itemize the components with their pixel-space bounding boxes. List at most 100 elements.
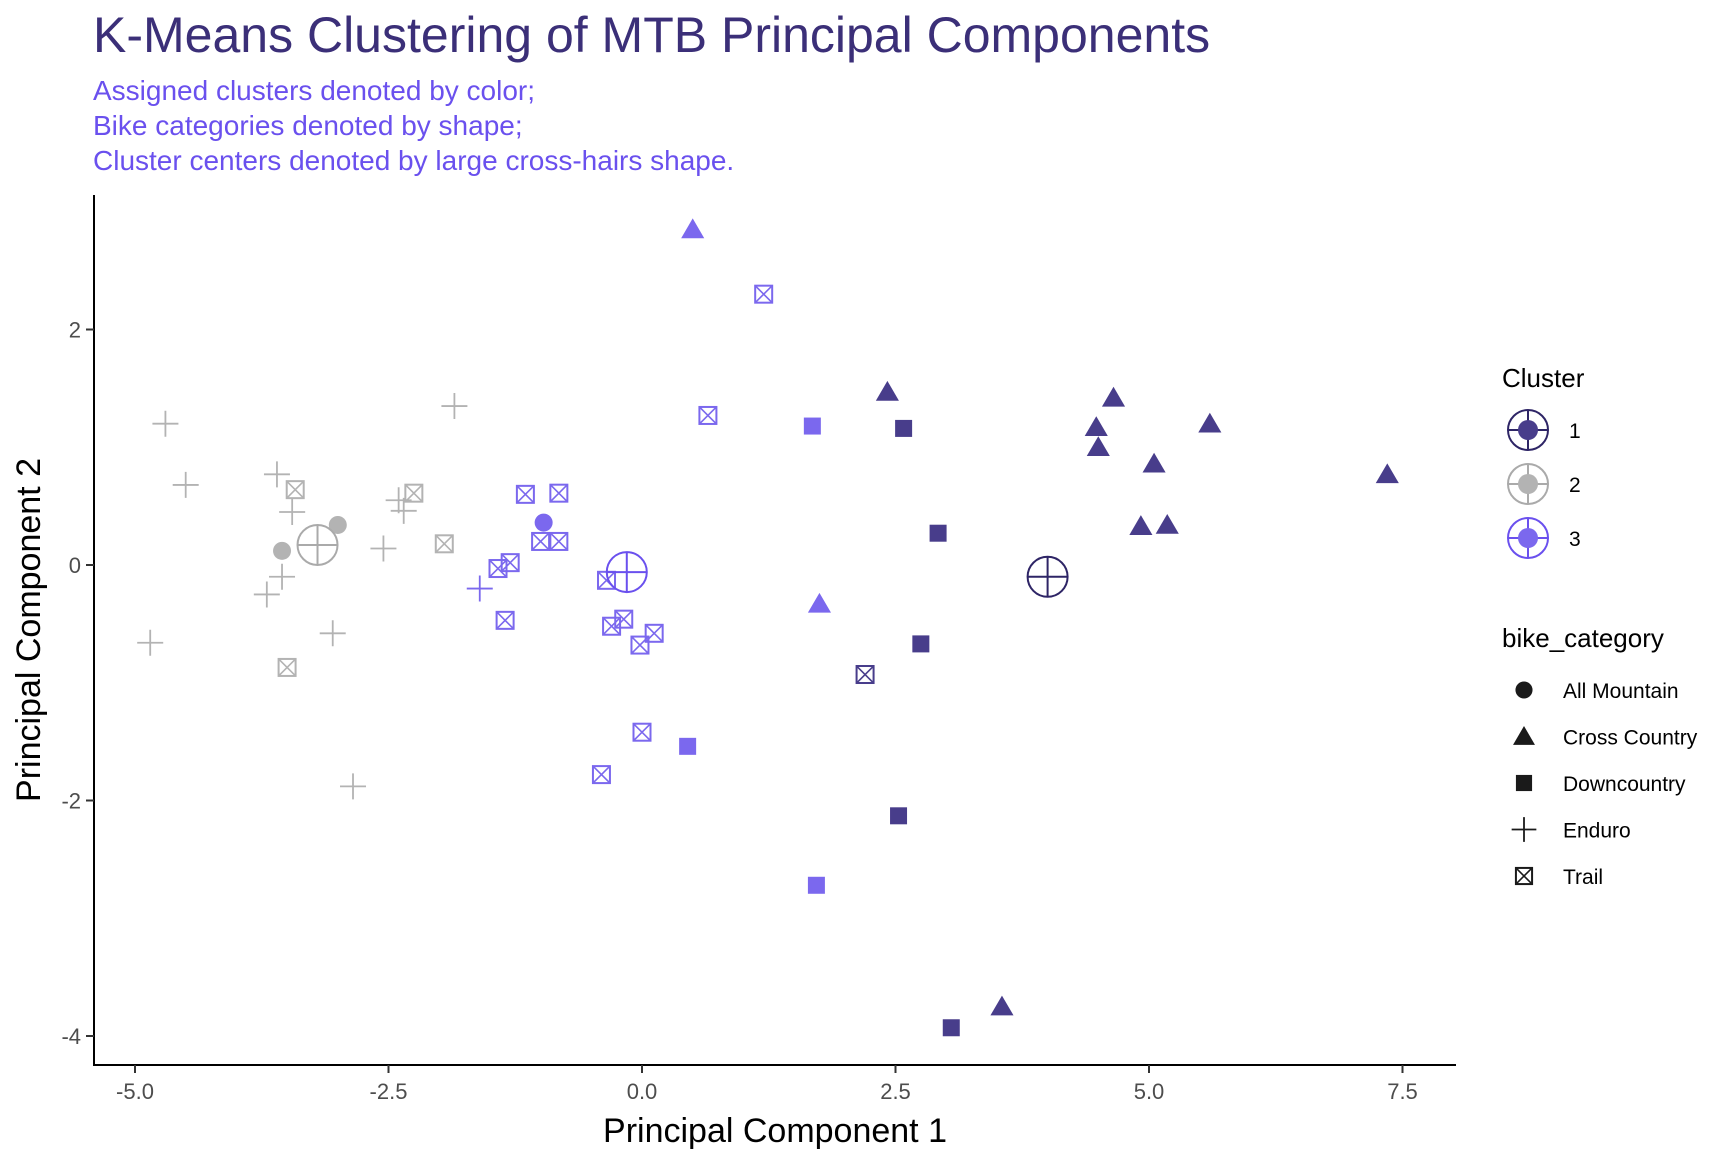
data-point <box>614 609 634 629</box>
data-point <box>434 534 454 554</box>
legend-cluster-item: 2 <box>1507 463 1581 505</box>
data-point <box>515 484 535 504</box>
data-point <box>1101 386 1126 407</box>
legend-cluster-dot <box>1518 474 1538 494</box>
legend-cluster-dot <box>1518 528 1538 548</box>
cluster-center-marker <box>296 523 339 566</box>
data-point <box>1142 452 1166 473</box>
data-point <box>895 419 913 437</box>
data-point <box>679 737 697 755</box>
data-point <box>285 480 305 500</box>
data-point <box>534 513 553 532</box>
data-points <box>137 218 1399 1037</box>
data-point <box>549 531 569 551</box>
data-point <box>488 559 508 579</box>
legend-category-label: Trail <box>1563 866 1603 889</box>
legend-category-key <box>1515 681 1533 699</box>
legend-category-title: bike_category <box>1502 623 1664 653</box>
legend-category-key <box>1511 817 1537 842</box>
data-point <box>1375 463 1399 484</box>
data-point <box>681 218 705 239</box>
legend-category-item: Cross Country <box>1513 726 1698 750</box>
legend-category-label: Cross Country <box>1563 727 1698 750</box>
data-point <box>912 635 930 653</box>
y-tick-label: 2 <box>69 318 81 343</box>
data-point <box>803 417 821 435</box>
legend-category-label: Downcountry <box>1563 773 1686 796</box>
cluster-centers <box>296 523 1069 598</box>
data-point <box>495 610 515 630</box>
x-tick-label: 5.0 <box>1134 1079 1165 1104</box>
data-point <box>1198 412 1222 433</box>
legend-cluster-label: 2 <box>1569 474 1581 497</box>
data-point <box>1086 436 1110 457</box>
data-point <box>137 629 164 656</box>
data-point <box>855 665 875 685</box>
legend-cluster-dot <box>1518 420 1538 440</box>
data-point <box>269 563 296 590</box>
cluster-center-marker <box>605 551 648 594</box>
legend-category-item: Trail <box>1514 866 1603 889</box>
y-tick-label: -4 <box>61 1024 81 1049</box>
data-point <box>172 471 199 498</box>
data-point <box>591 765 611 785</box>
chart-subtitle-line-1: Assigned clusters denoted by color; <box>93 75 536 106</box>
data-point <box>253 581 280 608</box>
y-tick-label: -2 <box>61 789 81 814</box>
legend-category-key <box>1514 866 1534 886</box>
x-tick-label: 7.5 <box>1387 1079 1418 1104</box>
cluster-center-marker <box>1026 555 1069 598</box>
data-point <box>531 531 551 551</box>
data-point <box>1155 513 1179 534</box>
chart-title: K-Means Clustering of MTB Principal Comp… <box>93 7 1211 63</box>
x-tick-label: -5.0 <box>116 1079 154 1104</box>
data-point <box>890 807 908 825</box>
data-point <box>370 535 397 562</box>
data-point <box>466 575 493 602</box>
data-point <box>277 657 297 677</box>
data-point <box>328 515 347 534</box>
data-point <box>441 393 468 420</box>
data-point <box>152 410 179 437</box>
chart-subtitle-line-3: Cluster centers denoted by large cross-h… <box>93 145 735 176</box>
data-point <box>875 380 899 401</box>
data-point <box>263 461 290 488</box>
data-point <box>929 524 947 542</box>
legend-category-label: Enduro <box>1563 820 1631 843</box>
data-point <box>319 620 346 647</box>
axes <box>93 195 1456 1066</box>
y-tick-label: 0 <box>69 553 81 578</box>
data-point <box>549 483 569 503</box>
legend-category-key <box>1513 726 1535 745</box>
legend-categories: All Mountain Cross Country Downcountry Endu… <box>1511 680 1698 889</box>
data-point <box>273 541 292 560</box>
data-point <box>698 405 718 425</box>
data-point <box>340 773 367 800</box>
legend-category-key <box>1515 774 1533 792</box>
legend-clusters: 1 2 3 <box>1507 409 1581 559</box>
legend-category-item: Enduro <box>1511 817 1631 843</box>
data-point <box>404 483 424 503</box>
x-tick-label: -2.5 <box>370 1079 408 1104</box>
y-axis-label: Principal Component 2 <box>10 458 48 802</box>
legend-cluster-item: 3 <box>1507 517 1581 559</box>
data-point <box>500 553 520 573</box>
x-axis-label: Principal Component 1 <box>603 1112 947 1150</box>
data-point <box>390 497 417 524</box>
data-point <box>990 995 1014 1016</box>
chart-subtitle-line-2: Bike categories denoted by shape; <box>93 110 523 141</box>
data-point <box>1129 515 1153 535</box>
legend-category-item: Downcountry <box>1515 773 1686 796</box>
legend-category-item: All Mountain <box>1515 680 1679 703</box>
data-point <box>644 623 664 643</box>
data-point <box>754 284 774 304</box>
legend-cluster-label: 1 <box>1569 420 1581 443</box>
data-point <box>602 616 622 636</box>
data-point <box>279 499 306 526</box>
x-tick-label: 0.0 <box>627 1079 658 1104</box>
data-point <box>632 722 652 742</box>
legend-cluster-label: 3 <box>1569 528 1581 551</box>
x-tick-label: 2.5 <box>880 1079 911 1104</box>
legend: Cluster 1 2 3 bike_category All Mountain Cr… <box>1502 363 1698 889</box>
